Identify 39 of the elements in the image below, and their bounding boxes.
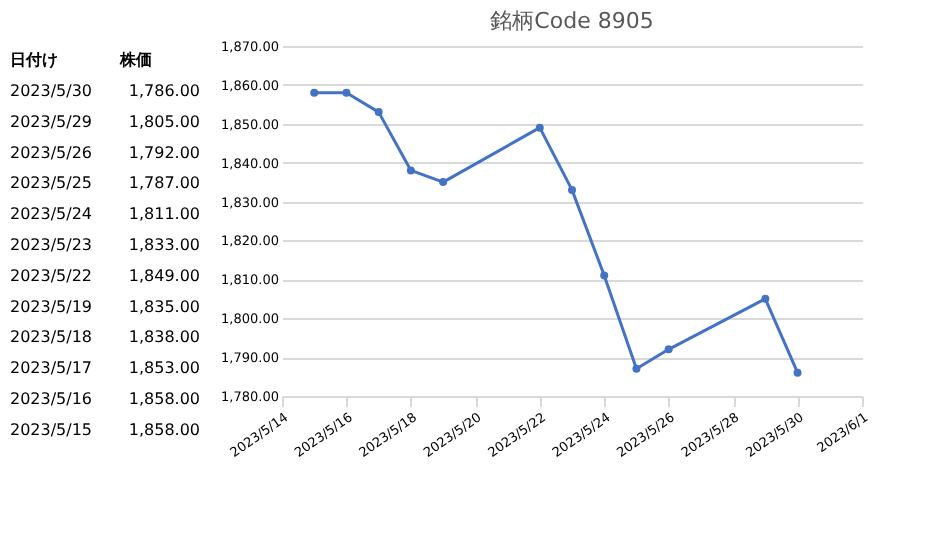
text: 2023/5/30 — [10, 82, 93, 101]
text: 1,786.00 — [128, 82, 200, 101]
text: 2023/5/19 — [10, 297, 93, 316]
text: 株価 — [118, 51, 152, 70]
text: 1,838.00 — [128, 328, 200, 347]
text: 2023/5/22 — [10, 266, 93, 285]
text: 1,849.00 — [128, 266, 200, 285]
point — [793, 368, 802, 377]
text: 1,833.00 — [128, 236, 200, 254]
text: 2023/5/24 — [10, 205, 93, 224]
point — [406, 166, 415, 175]
text: 1,805.00 — [128, 112, 200, 131]
point — [761, 294, 770, 303]
text: 2023/5/25 — [10, 174, 93, 193]
point — [568, 185, 576, 194]
point — [439, 178, 448, 187]
point — [632, 364, 641, 373]
text: 1,853.00 — [128, 359, 200, 378]
text: 2023/5/29 — [10, 112, 93, 131]
text: 日付け — [10, 51, 58, 70]
chart-title: 銘柄Code 8905 — [490, 8, 654, 34]
point — [310, 88, 319, 97]
point — [535, 123, 544, 132]
text: 1,811.00 — [128, 205, 200, 224]
text: 1,835.00 — [128, 297, 200, 316]
text: 2023/5/23 — [10, 236, 93, 254]
text: 1,858.00 — [128, 389, 200, 408]
text: 2023/5/16 — [10, 389, 93, 408]
point — [374, 108, 383, 117]
text: 2023/5/17 — [10, 359, 93, 378]
point — [600, 271, 609, 280]
text: 2023/5/15 — [10, 420, 93, 439]
text: 1,858.00 — [128, 420, 200, 439]
text: 1,792.00 — [128, 143, 200, 162]
text: 2023/5/26 — [10, 143, 93, 162]
text: 1,787.00 — [128, 174, 200, 193]
point — [342, 88, 351, 97]
text: 2023/5/18 — [10, 328, 93, 347]
point — [664, 345, 673, 354]
